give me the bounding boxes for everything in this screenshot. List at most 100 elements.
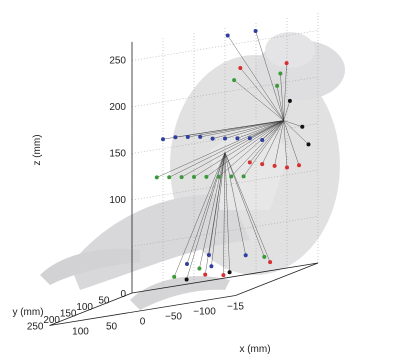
data-point-blue	[247, 136, 252, 141]
data-point-green	[278, 71, 283, 76]
x-tick-label: −15	[227, 302, 244, 313]
connector-line	[240, 67, 284, 121]
data-point-green	[262, 254, 267, 259]
data-point-green	[216, 174, 221, 179]
connector-line	[243, 120, 284, 177]
connector-line	[283, 120, 288, 168]
connector-line	[280, 73, 284, 121]
connector-line	[283, 100, 291, 121]
axis-edge	[49, 292, 133, 326]
data-point-red	[260, 162, 265, 167]
data-point-red	[285, 165, 289, 170]
x-tick-label: 50	[106, 322, 118, 333]
z-tick-label: 100	[109, 195, 126, 206]
x-tick-label: −100	[193, 307, 216, 318]
data-point-red	[203, 272, 208, 277]
connector-line	[212, 120, 284, 139]
connector-line	[199, 152, 226, 269]
data-point-red	[268, 260, 273, 265]
data-point-green	[192, 174, 196, 179]
data-point-black	[306, 142, 311, 147]
connector-line	[175, 120, 284, 138]
y-tick-label: 200	[43, 315, 60, 326]
data-point-black	[227, 270, 232, 275]
connector-lines	[156, 30, 309, 280]
z-tick-label: 150	[109, 149, 126, 160]
connector-line	[276, 85, 284, 121]
y-tick-label: 100	[76, 302, 93, 313]
data-point-blue	[209, 264, 214, 269]
data-point-red	[221, 273, 226, 278]
connector-line	[237, 120, 284, 139]
connector-line	[224, 152, 271, 263]
data-point-red	[284, 61, 289, 66]
connector-line	[255, 30, 284, 121]
axis-edge	[235, 262, 319, 296]
data-point-blue	[161, 137, 165, 142]
connector-line	[283, 120, 300, 166]
connector-line	[186, 152, 226, 280]
connector-line	[173, 152, 226, 277]
connector-line	[186, 152, 226, 265]
scatter-markers	[154, 28, 311, 282]
data-point-green	[154, 175, 159, 180]
connector-line	[156, 120, 284, 178]
x-tick-label: −50	[165, 312, 182, 323]
z-axis-label: z (mm)	[32, 134, 43, 165]
y-tick-label: 0	[120, 289, 126, 300]
data-point-blue	[210, 136, 215, 141]
data-point-red	[297, 163, 301, 168]
data-point-blue	[253, 28, 258, 33]
z-tick-label: 200	[109, 102, 126, 113]
data-point-blue	[185, 261, 189, 266]
y-tick-label: 250	[27, 322, 44, 333]
connector-line	[249, 120, 284, 163]
data-point-green	[275, 83, 280, 88]
data-point-red	[247, 160, 252, 165]
connector-line	[181, 120, 284, 178]
connector-line	[283, 120, 303, 128]
data-point-green	[197, 266, 202, 271]
x-tick-label: 0	[140, 317, 146, 328]
data-point-green	[229, 174, 234, 179]
data-point-red	[272, 163, 277, 168]
data-point-green	[167, 175, 172, 180]
connector-line	[169, 120, 284, 178]
connector-line	[283, 63, 287, 121]
data-point-blue	[235, 136, 240, 141]
x-tick-label: 100	[72, 327, 89, 338]
data-point-blue	[198, 134, 203, 139]
data-point-black	[287, 98, 292, 103]
data-point-blue	[206, 253, 211, 257]
connector-line	[223, 152, 226, 276]
connector-line	[187, 120, 284, 138]
connector-line	[231, 120, 284, 177]
data-point-green	[172, 274, 177, 279]
axis-edge	[131, 262, 319, 294]
data-point-green	[179, 175, 184, 180]
connector-line	[218, 120, 284, 177]
data-point-blue	[225, 33, 230, 38]
connector-line	[224, 152, 230, 273]
data-point-red	[238, 65, 243, 70]
data-point-black	[184, 277, 189, 282]
data-point-blue	[173, 135, 178, 140]
connector-line	[206, 120, 284, 178]
data-point-blue	[223, 136, 227, 141]
connector-line	[211, 152, 226, 267]
connector-line	[200, 120, 284, 138]
data-point-green	[204, 174, 209, 179]
z-axis-ticks: 250 200 150 100	[109, 56, 126, 207]
connector-line	[274, 120, 284, 166]
data-point-black	[300, 124, 305, 129]
data-point-green	[241, 174, 246, 179]
connector-line	[233, 79, 284, 121]
data-point-blue	[260, 137, 265, 142]
y-tick-label: 150	[60, 309, 77, 320]
data-point-green	[232, 78, 237, 83]
connector-line	[193, 120, 284, 178]
x-axis-ticks: 100 50 0 −50 −100 −15	[72, 302, 244, 338]
x-axis-label: x (mm)	[239, 344, 270, 355]
